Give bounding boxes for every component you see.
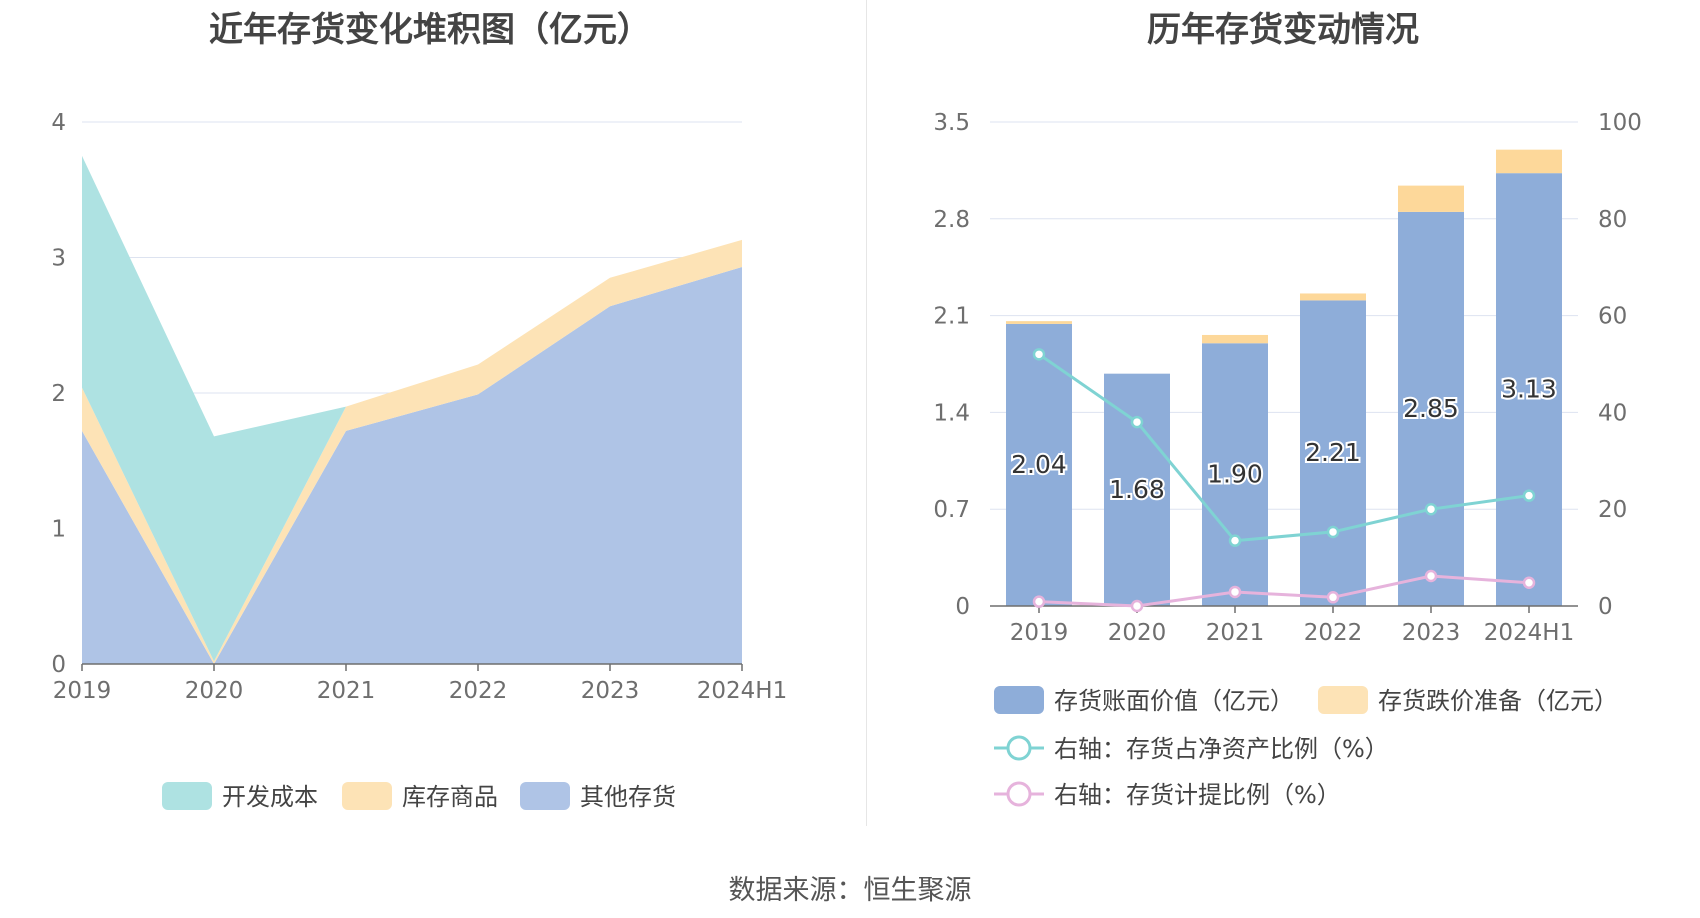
ratio-net-assets-line bbox=[1038, 353, 1530, 543]
y2-tick-label: 20 bbox=[1598, 497, 1627, 523]
area-series-other bbox=[82, 267, 742, 664]
data-source-note: 数据来源：恒生聚源 bbox=[728, 875, 972, 906]
x-tick-label: 2019 bbox=[1010, 620, 1069, 646]
legend-marker-provision-ratio bbox=[1006, 781, 1032, 807]
ratio-net-assets-point bbox=[1424, 502, 1438, 516]
panel-divider bbox=[866, 0, 867, 826]
bar-book-value bbox=[1202, 343, 1268, 606]
bar-book-value bbox=[1496, 173, 1562, 606]
y2-tick-label: 0 bbox=[1598, 594, 1613, 620]
y-tick-label: 0 bbox=[955, 594, 970, 620]
right-chart-title: 历年存货变动情况 bbox=[1147, 10, 1419, 50]
y-tick-label: 0.7 bbox=[933, 497, 970, 523]
legend-label: 其他存货 bbox=[580, 783, 676, 811]
provision-ratio-point bbox=[1228, 585, 1242, 599]
y-tick-label: 1 bbox=[51, 517, 66, 543]
bar-provision bbox=[1202, 334, 1268, 344]
provision-ratio-line bbox=[1038, 574, 1530, 608]
bar-provision bbox=[1496, 149, 1562, 174]
y-tick-label: 2 bbox=[51, 381, 66, 407]
area-series-dev-cost bbox=[82, 155, 742, 662]
y-tick-label: 0 bbox=[51, 652, 66, 678]
y-tick-label: 1.4 bbox=[933, 400, 970, 426]
provision-ratio-point bbox=[1130, 599, 1144, 613]
bar-book-value bbox=[1104, 373, 1170, 606]
provision-ratio-point bbox=[1522, 576, 1536, 590]
legend-label: 库存商品 bbox=[402, 783, 498, 811]
ratio-net-assets-point bbox=[1130, 415, 1144, 429]
y2-tick-label: 100 bbox=[1598, 110, 1642, 136]
x-tick-label: 2024H1 bbox=[697, 678, 787, 704]
legend-swatch-provision bbox=[1318, 686, 1368, 714]
area-series-goods bbox=[82, 239, 742, 664]
legend-label: 右轴：存货占净资产比例（%） bbox=[1054, 735, 1389, 763]
bar-value-label: 1.90 bbox=[1207, 460, 1263, 489]
x-tick-label: 2021 bbox=[317, 678, 376, 704]
y-tick-label: 3 bbox=[51, 246, 66, 272]
ratio-net-assets-point bbox=[1326, 525, 1340, 539]
provision-ratio-point bbox=[1424, 569, 1438, 583]
legend-label: 存货账面价值（亿元） bbox=[1054, 687, 1294, 715]
legend-label: 开发成本 bbox=[222, 783, 318, 811]
ratio-net-assets-point bbox=[1522, 489, 1536, 502]
x-tick-label: 2023 bbox=[581, 678, 640, 704]
ratio-net-assets-point bbox=[1228, 534, 1242, 547]
legend-swatch bbox=[520, 782, 570, 810]
provision-ratio-point bbox=[1326, 591, 1340, 604]
legend-label: 存货跌价准备（亿元） bbox=[1378, 687, 1618, 715]
bar-value-label: 3.13 bbox=[1501, 375, 1557, 404]
bar-provision bbox=[1300, 293, 1366, 301]
legend-swatch bbox=[162, 782, 212, 810]
legend-label: 右轴：存货计提比例（%） bbox=[1054, 781, 1341, 809]
stacked-area-chart: 0 1 2 3 4 2019 2020 2021 2022 2023 2024H1 开发成本 库存商品 其… bbox=[51, 110, 787, 811]
legend-swatch-book-value bbox=[994, 686, 1044, 714]
x-tick-label: 2020 bbox=[185, 678, 244, 704]
x-tick-label: 2020 bbox=[1108, 620, 1167, 646]
y2-tick-label: 80 bbox=[1598, 207, 1627, 233]
x-tick-label: 2024H1 bbox=[1484, 620, 1574, 646]
ratio-net-assets-point bbox=[1032, 348, 1046, 361]
bar-book-value bbox=[1300, 300, 1366, 606]
bar-value-label: 2.85 bbox=[1403, 394, 1459, 423]
legend-marker-ratio bbox=[1006, 735, 1032, 761]
x-tick-label: 2022 bbox=[1304, 620, 1363, 646]
bar-value-label: 2.04 bbox=[1011, 450, 1067, 479]
y-tick-label: 4 bbox=[51, 110, 66, 136]
y2-tick-label: 40 bbox=[1598, 400, 1627, 426]
y-tick-label: 3.5 bbox=[933, 110, 970, 136]
bar-provision bbox=[1398, 185, 1464, 212]
provision-ratio-point bbox=[1032, 595, 1046, 608]
bar-provision bbox=[1006, 321, 1072, 324]
x-tick-label: 2021 bbox=[1206, 620, 1265, 646]
bar-value-label: 2.21 bbox=[1305, 438, 1361, 467]
y-tick-label: 2.8 bbox=[933, 207, 970, 233]
x-tick-label: 2019 bbox=[53, 678, 112, 704]
left-chart-title: 近年存货变化堆积图（亿元） bbox=[209, 10, 651, 50]
x-tick-label: 2022 bbox=[449, 678, 508, 704]
x-tick-label: 2023 bbox=[1402, 620, 1461, 646]
inventory-bar-line-chart: 0 0.7 1.4 2.1 2.8 3.5 0 20 40 60 80 100 2019 2020 2021… bbox=[933, 110, 1642, 809]
legend-swatch bbox=[342, 782, 392, 810]
bar-value-label: 1.68 bbox=[1109, 475, 1165, 504]
y2-tick-label: 60 bbox=[1598, 304, 1627, 330]
y-tick-label: 2.1 bbox=[933, 304, 970, 330]
bar-book-value bbox=[1398, 211, 1464, 606]
